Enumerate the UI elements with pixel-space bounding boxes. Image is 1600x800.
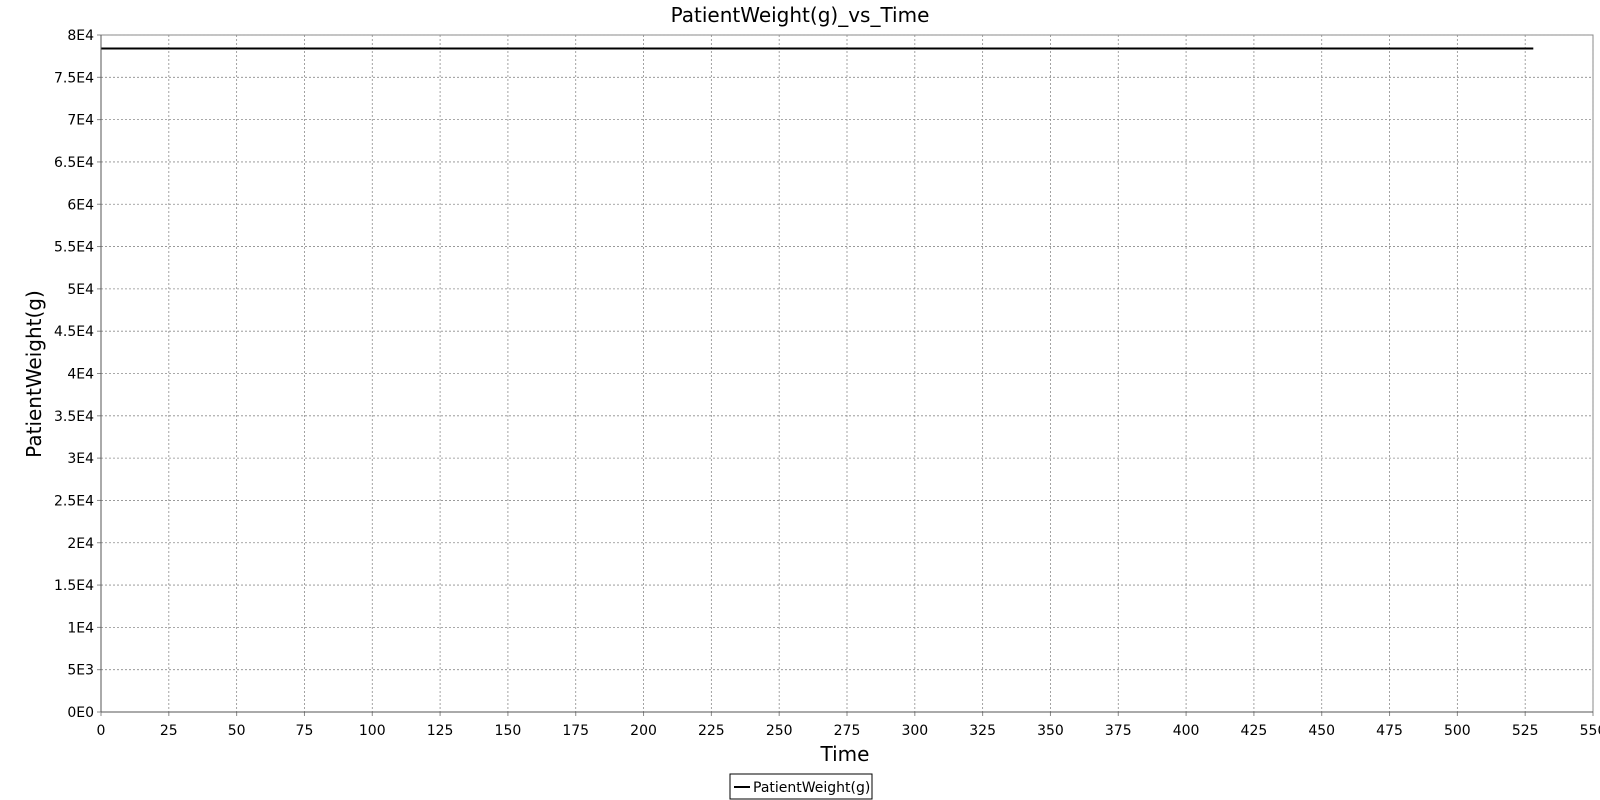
x-tick-label: 500 — [1444, 723, 1471, 739]
x-tick-label: 25 — [160, 723, 178, 739]
x-axis: 0 25 50 75 100 125 150 175 200 225 250 275 300 325 350… — [97, 711, 1600, 739]
chart-title: PatientWeight(g)_vs_Time — [671, 3, 930, 27]
y-tick-label: 1E4 — [67, 620, 94, 636]
legend-box — [729, 773, 873, 800]
x-tick-label: 150 — [495, 723, 522, 739]
y-axis: 0E0 5E3 1E4 1.5E4 2E4 2.5E4 3E4 3.5E4 4E4 4.5E4 5E… — [54, 28, 102, 721]
x-tick-label: 550 — [1580, 723, 1600, 739]
x-tick-label: 375 — [1105, 723, 1132, 739]
x-tick-label: 350 — [1037, 723, 1064, 739]
x-tick-label: 525 — [1512, 723, 1539, 739]
x-tick-label: 300 — [901, 723, 928, 739]
y-tick-label: 0E0 — [67, 705, 94, 721]
legend-label-patientweight: PatientWeight(g) — [753, 780, 870, 796]
y-tick-label: 8E4 — [67, 28, 94, 44]
x-tick-label: 275 — [834, 723, 861, 739]
x-tick-label: 50 — [228, 723, 246, 739]
x-tick-label: 225 — [698, 723, 725, 739]
y-tick-label: 5.5E4 — [54, 240, 94, 256]
y-tick-label: 3.5E4 — [54, 409, 94, 425]
y-tick-label: 6.5E4 — [54, 155, 94, 171]
y-tick-label: 5E3 — [67, 663, 94, 679]
y-tick-label: 2E4 — [67, 536, 94, 552]
y-tick-label: 6E4 — [67, 197, 94, 213]
x-tick-label: 325 — [969, 723, 996, 739]
x-tick-label: 175 — [562, 723, 589, 739]
x-tick-label: 100 — [359, 723, 386, 739]
x-tick-label: 425 — [1241, 723, 1268, 739]
x-tick-label: 250 — [766, 723, 793, 739]
x-tick-label: 0 — [97, 723, 106, 739]
legend: PatientWeight(g) — [729, 773, 873, 800]
y-tick-label: 5E4 — [67, 282, 94, 298]
x-tick-label: 450 — [1308, 723, 1335, 739]
y-tick-label: 3E4 — [67, 451, 94, 467]
x-tick-label: 125 — [427, 723, 454, 739]
y-axis-label: PatientWeight(g) — [22, 290, 46, 458]
x-tick-label: 475 — [1376, 723, 1403, 739]
y-tick-label: 4.5E4 — [54, 324, 94, 340]
x-tick-label: 200 — [630, 723, 657, 739]
grid — [101, 34, 1594, 712]
x-tick-label: 75 — [296, 723, 314, 739]
x-tick-label: 400 — [1173, 723, 1200, 739]
y-tick-label: 2.5E4 — [54, 493, 94, 509]
y-tick-label: 4E4 — [67, 367, 94, 383]
y-tick-label: 1.5E4 — [54, 578, 94, 594]
y-tick-label: 7E4 — [67, 113, 94, 129]
y-tick-label: 7.5E4 — [54, 70, 94, 86]
x-axis-label: Time — [820, 742, 870, 766]
